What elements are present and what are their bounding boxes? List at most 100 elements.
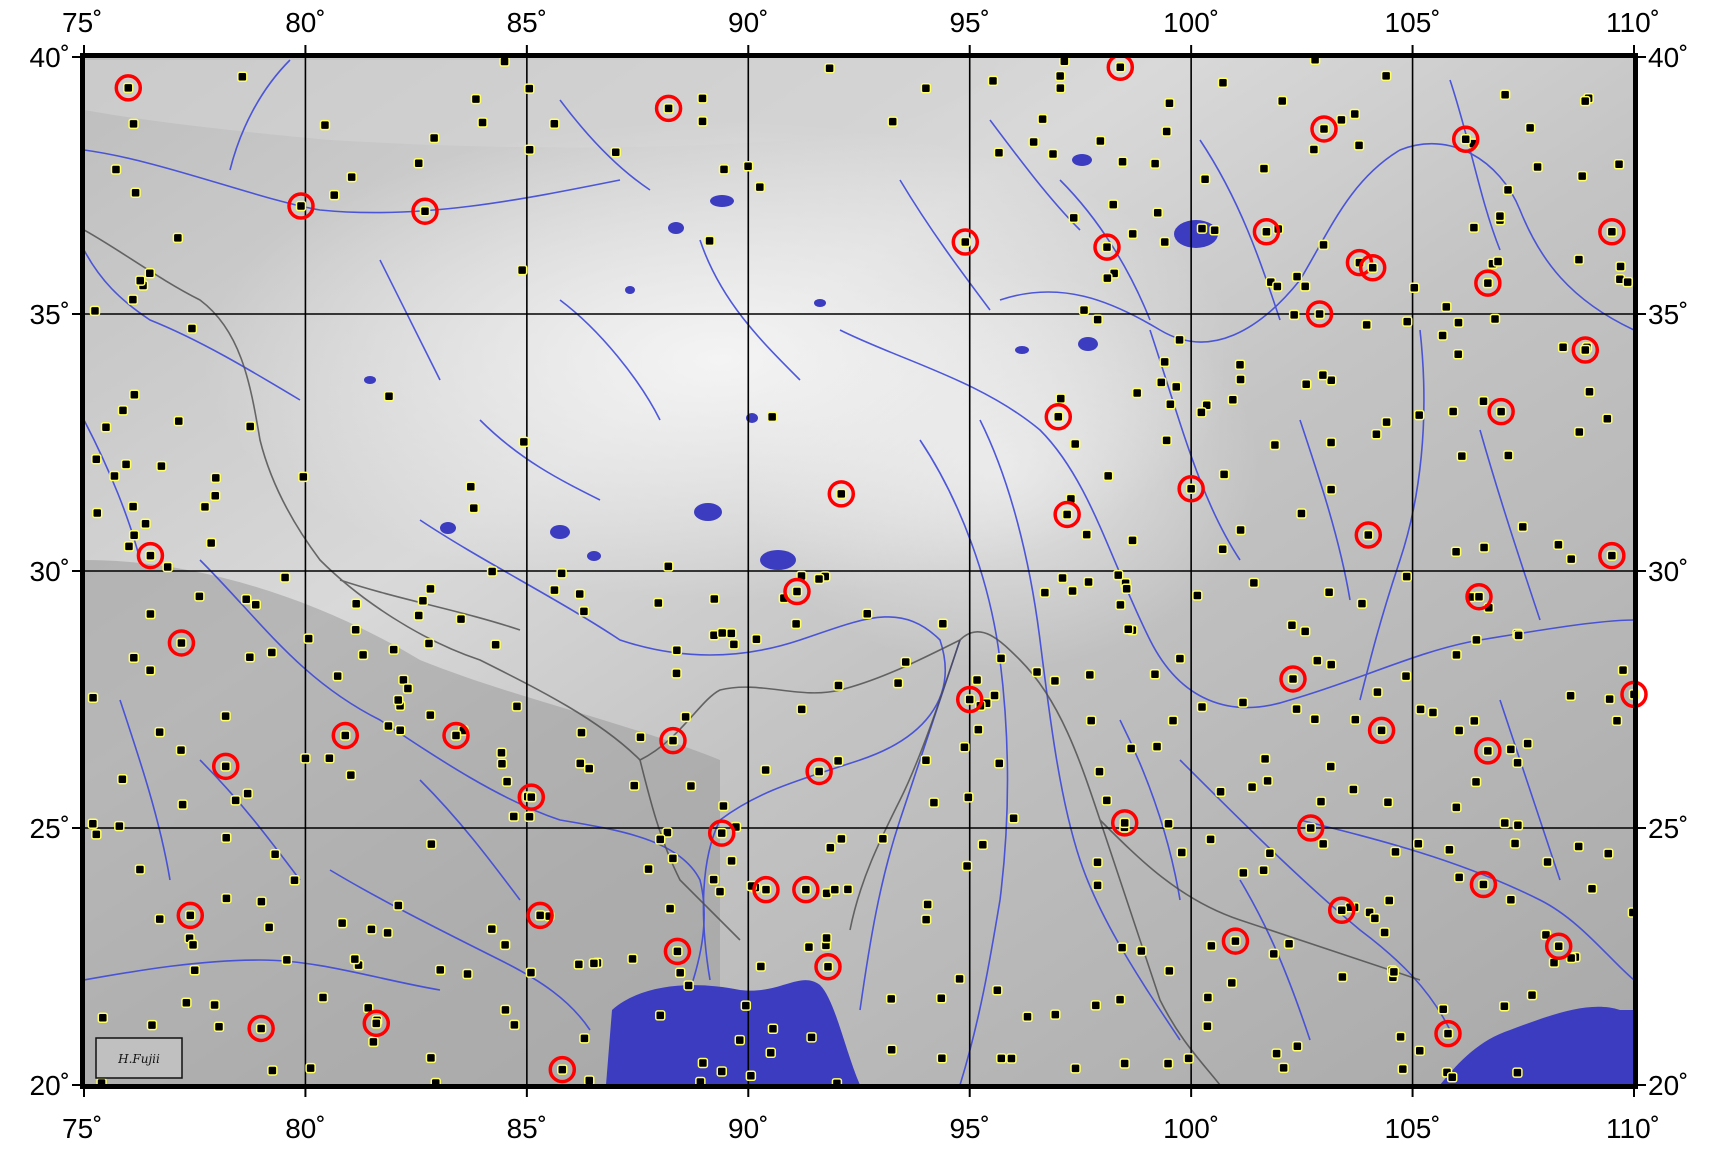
station-marker <box>1006 1053 1017 1064</box>
station-marker <box>230 795 241 806</box>
station-marker <box>1202 992 1214 1003</box>
station-marker <box>1469 715 1480 727</box>
station-marker <box>266 647 278 658</box>
highlighted-site-marker <box>1314 308 1325 320</box>
station-marker <box>1300 379 1312 390</box>
station-marker <box>821 932 832 944</box>
station-marker <box>1047 148 1059 160</box>
station-marker <box>1505 744 1517 755</box>
highlighted-site-circle <box>1305 300 1334 328</box>
station-marker <box>366 924 377 935</box>
station-marker <box>524 144 535 155</box>
station-marker <box>1553 539 1564 550</box>
station-marker <box>1237 697 1249 708</box>
station-marker <box>1325 761 1336 772</box>
station-marker <box>145 608 156 620</box>
station-marker <box>209 999 220 1011</box>
station-marker <box>1512 1067 1523 1078</box>
station-marker <box>1441 301 1452 313</box>
highlighted-site-circle <box>1571 336 1600 364</box>
station-marker <box>1102 470 1114 482</box>
station-marker <box>1453 872 1465 883</box>
station-marker <box>1494 210 1506 222</box>
station-marker <box>928 797 940 808</box>
station-marker <box>172 232 184 244</box>
highlighted-site-circle <box>1465 582 1493 611</box>
station-marker <box>130 187 141 198</box>
station-marker <box>742 160 754 172</box>
station-marker <box>1161 435 1172 446</box>
highlighted-site-circle <box>1053 500 1081 529</box>
bay-of-bengal <box>606 980 860 1085</box>
lon-tick-label: 90˚ <box>728 1113 768 1144</box>
highlighted-site-circle <box>411 197 439 225</box>
highlighted-site-marker <box>1336 904 1347 916</box>
station-marker <box>1286 619 1298 631</box>
station-marker <box>971 674 983 686</box>
station-marker <box>1446 1072 1458 1083</box>
station-marker <box>1215 786 1226 798</box>
lon-tick-label: 105˚ <box>1385 7 1441 38</box>
station-marker <box>240 594 252 605</box>
station-marker <box>1107 199 1119 210</box>
station-marker <box>1059 55 1070 67</box>
highlighted-site-circle <box>1487 397 1515 426</box>
station-marker <box>1164 965 1175 977</box>
station-marker <box>994 758 1005 769</box>
station-marker <box>1217 543 1228 555</box>
station-marker <box>1283 938 1295 950</box>
station-marker <box>434 964 446 976</box>
station-marker <box>920 83 932 94</box>
station-marker <box>1084 669 1096 681</box>
station-marker <box>824 63 835 74</box>
station-marker <box>1371 429 1382 440</box>
station-marker <box>1617 664 1629 676</box>
highlighted-site-marker <box>371 1018 382 1029</box>
station-marker <box>300 753 311 764</box>
station-marker <box>413 610 424 621</box>
station-marker <box>128 530 140 541</box>
station-marker <box>477 117 488 128</box>
station-marker <box>588 958 600 969</box>
station-marker <box>1121 583 1132 595</box>
lon-tick-label: 80˚ <box>285 7 325 38</box>
lon-tick-label: 110˚ <box>1606 7 1660 38</box>
highlighted-site-marker <box>791 586 803 597</box>
station-marker <box>1509 838 1521 849</box>
frame-ticks <box>72 45 1646 1097</box>
station-marker <box>583 763 595 774</box>
highlighted-site-marker <box>1473 591 1485 602</box>
highlighted-site-marker <box>1053 411 1064 423</box>
station-marker <box>1117 156 1128 167</box>
highlighted-site-marker <box>1230 935 1241 947</box>
highlighted-site-marker <box>1482 745 1494 757</box>
station-marker <box>833 680 844 691</box>
station-marker <box>573 959 585 970</box>
station-marker <box>745 1070 757 1082</box>
station-marker <box>393 900 404 911</box>
station-marker <box>1526 989 1538 1001</box>
station-marker <box>1565 952 1577 964</box>
station-marker <box>654 1010 666 1021</box>
station-marker <box>490 639 501 651</box>
station-marker <box>332 670 343 682</box>
station-marker <box>144 665 156 676</box>
station-marker <box>1101 795 1113 806</box>
lowland-shading <box>84 560 720 1085</box>
station-marker <box>486 566 498 577</box>
station-marker <box>303 633 314 644</box>
station-marker <box>500 1004 511 1016</box>
station-marker <box>790 618 802 630</box>
station-marker <box>803 941 815 953</box>
station-marker <box>1259 753 1271 765</box>
station-marker <box>1478 396 1489 407</box>
station-marker <box>718 800 729 812</box>
station-marker <box>1395 1031 1406 1043</box>
lat-tick-label: 30˚ <box>1648 556 1688 587</box>
station-marker <box>181 997 192 1008</box>
station-marker <box>279 572 291 583</box>
highlighted-site-circle <box>1451 125 1480 153</box>
station-marker <box>1264 847 1276 859</box>
lon-tick-label: 75˚ <box>62 7 102 38</box>
